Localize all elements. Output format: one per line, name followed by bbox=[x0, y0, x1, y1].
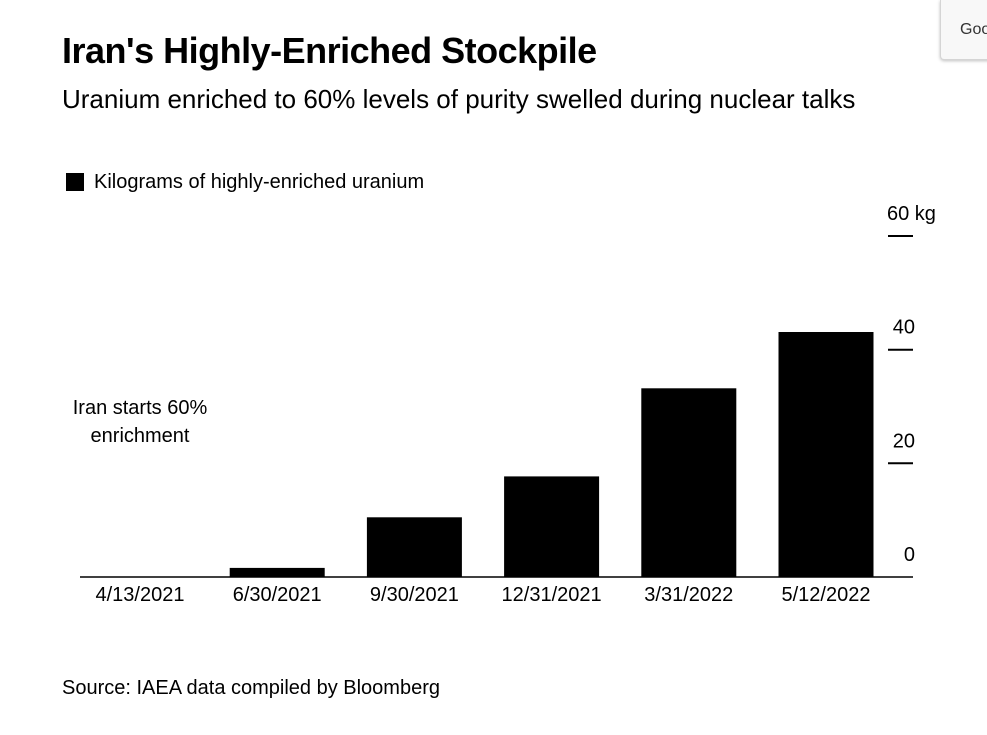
annotation-text: enrichment bbox=[91, 425, 190, 447]
y-tick-label: 60 kg bbox=[887, 203, 936, 225]
x-tick-label: 9/30/2021 bbox=[370, 584, 459, 606]
bar bbox=[366, 517, 462, 577]
legend-swatch bbox=[66, 173, 84, 191]
bar bbox=[778, 332, 874, 577]
x-tick-label: 3/31/2022 bbox=[644, 584, 733, 606]
bar bbox=[504, 476, 600, 577]
x-tick-label: 4/13/2021 bbox=[96, 584, 185, 606]
google-widget-button[interactable]: Goo bbox=[940, 0, 987, 60]
y-tick-label: 20 bbox=[893, 430, 915, 452]
x-tick-label: 12/31/2021 bbox=[502, 584, 602, 606]
google-widget-label: Goo bbox=[960, 21, 987, 38]
chart-subtitle: Uranium enriched to 60% levels of purity… bbox=[62, 84, 856, 114]
annotation-text: Iran starts 60% bbox=[73, 397, 208, 419]
source-note: Source: IAEA data compiled by Bloomberg bbox=[62, 677, 440, 699]
legend: Kilograms of highly-enriched uranium bbox=[66, 170, 424, 194]
bar bbox=[229, 567, 325, 577]
bar bbox=[641, 388, 737, 577]
y-tick-label: 40 bbox=[893, 317, 915, 339]
chart-title: Iran's Highly-Enriched Stockpile bbox=[62, 30, 597, 71]
x-tick-label: 5/12/2022 bbox=[782, 584, 871, 606]
y-tick-label: 0 bbox=[904, 544, 915, 566]
x-tick-label: 6/30/2021 bbox=[233, 584, 322, 606]
legend-label: Kilograms of highly-enriched uranium bbox=[94, 170, 425, 193]
